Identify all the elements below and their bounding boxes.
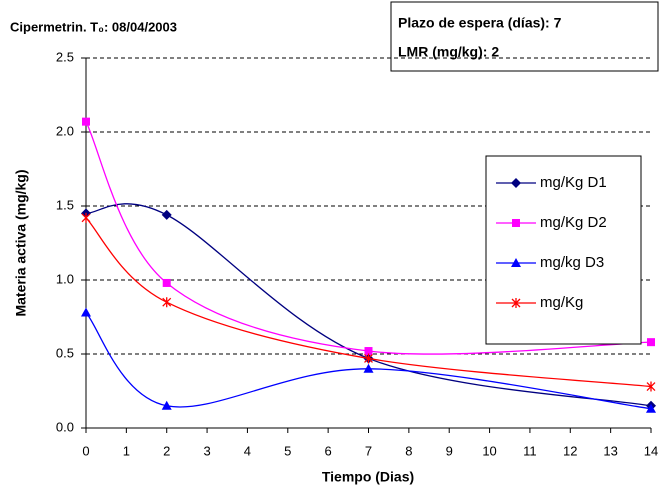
x-tick-label: 13 <box>603 443 617 458</box>
x-tick-label: 1 <box>123 443 130 458</box>
y-tick-label: 2.5 <box>56 49 74 64</box>
marker <box>646 381 656 392</box>
chart-title: Cipermetrin. T₀: 08/04/2003 <box>10 19 177 34</box>
x-tick-label: 10 <box>482 443 496 458</box>
marker <box>363 363 374 373</box>
marker <box>82 117 90 126</box>
x-tick-label: 11 <box>523 443 537 458</box>
x-tick-label: 0 <box>82 443 89 458</box>
x-tick-label: 3 <box>203 443 210 458</box>
legend-label: mg/Kg D2 <box>540 214 607 231</box>
legend <box>485 155 642 345</box>
marker <box>511 258 521 267</box>
x-tick-label: 4 <box>244 443 251 458</box>
marker <box>364 353 373 364</box>
marker <box>511 178 521 188</box>
annotation: Plazo de espera (días): 7 <box>398 15 562 31</box>
marker <box>511 298 521 308</box>
series-line <box>85 121 652 355</box>
y-axis-label: Materia activa (mg/kg) <box>13 169 29 316</box>
x-tick-label: 9 <box>446 443 453 458</box>
y-tick-label: 1.0 <box>56 271 74 286</box>
marker <box>646 403 656 413</box>
x-tick-label: 6 <box>325 443 332 458</box>
marker <box>364 347 373 356</box>
marker <box>162 297 172 308</box>
x-tick-label: 8 <box>405 443 412 458</box>
marker <box>81 307 91 317</box>
x-axis-label: Tiempo (Dias) <box>322 469 414 485</box>
series-line <box>85 203 652 407</box>
x-tick-label: 5 <box>284 443 291 458</box>
series-line <box>85 312 652 410</box>
annotation-box <box>390 1 659 72</box>
y-tick-label: 0.5 <box>56 345 74 360</box>
y-tick-label: 2.0 <box>56 123 74 138</box>
legend-label: mg/Kg <box>540 294 583 311</box>
y-tick-label: 1.5 <box>56 197 74 212</box>
marker <box>162 278 171 287</box>
marker <box>161 400 172 410</box>
legend-label: mg/Kg D1 <box>540 174 607 191</box>
x-tick-label: 7 <box>365 443 372 458</box>
annotation: LMR (mg/kg): 2 <box>398 44 499 60</box>
marker <box>161 209 172 220</box>
x-tick-label: 14 <box>644 443 658 458</box>
marker <box>512 219 520 227</box>
x-tick-label: 12 <box>563 443 577 458</box>
x-tick-label: 2 <box>163 443 170 458</box>
marker <box>647 338 655 347</box>
legend-label: mg/kg D3 <box>540 254 604 271</box>
marker <box>81 212 91 223</box>
y-tick-label: 0.0 <box>56 419 74 434</box>
series-line <box>85 217 652 388</box>
